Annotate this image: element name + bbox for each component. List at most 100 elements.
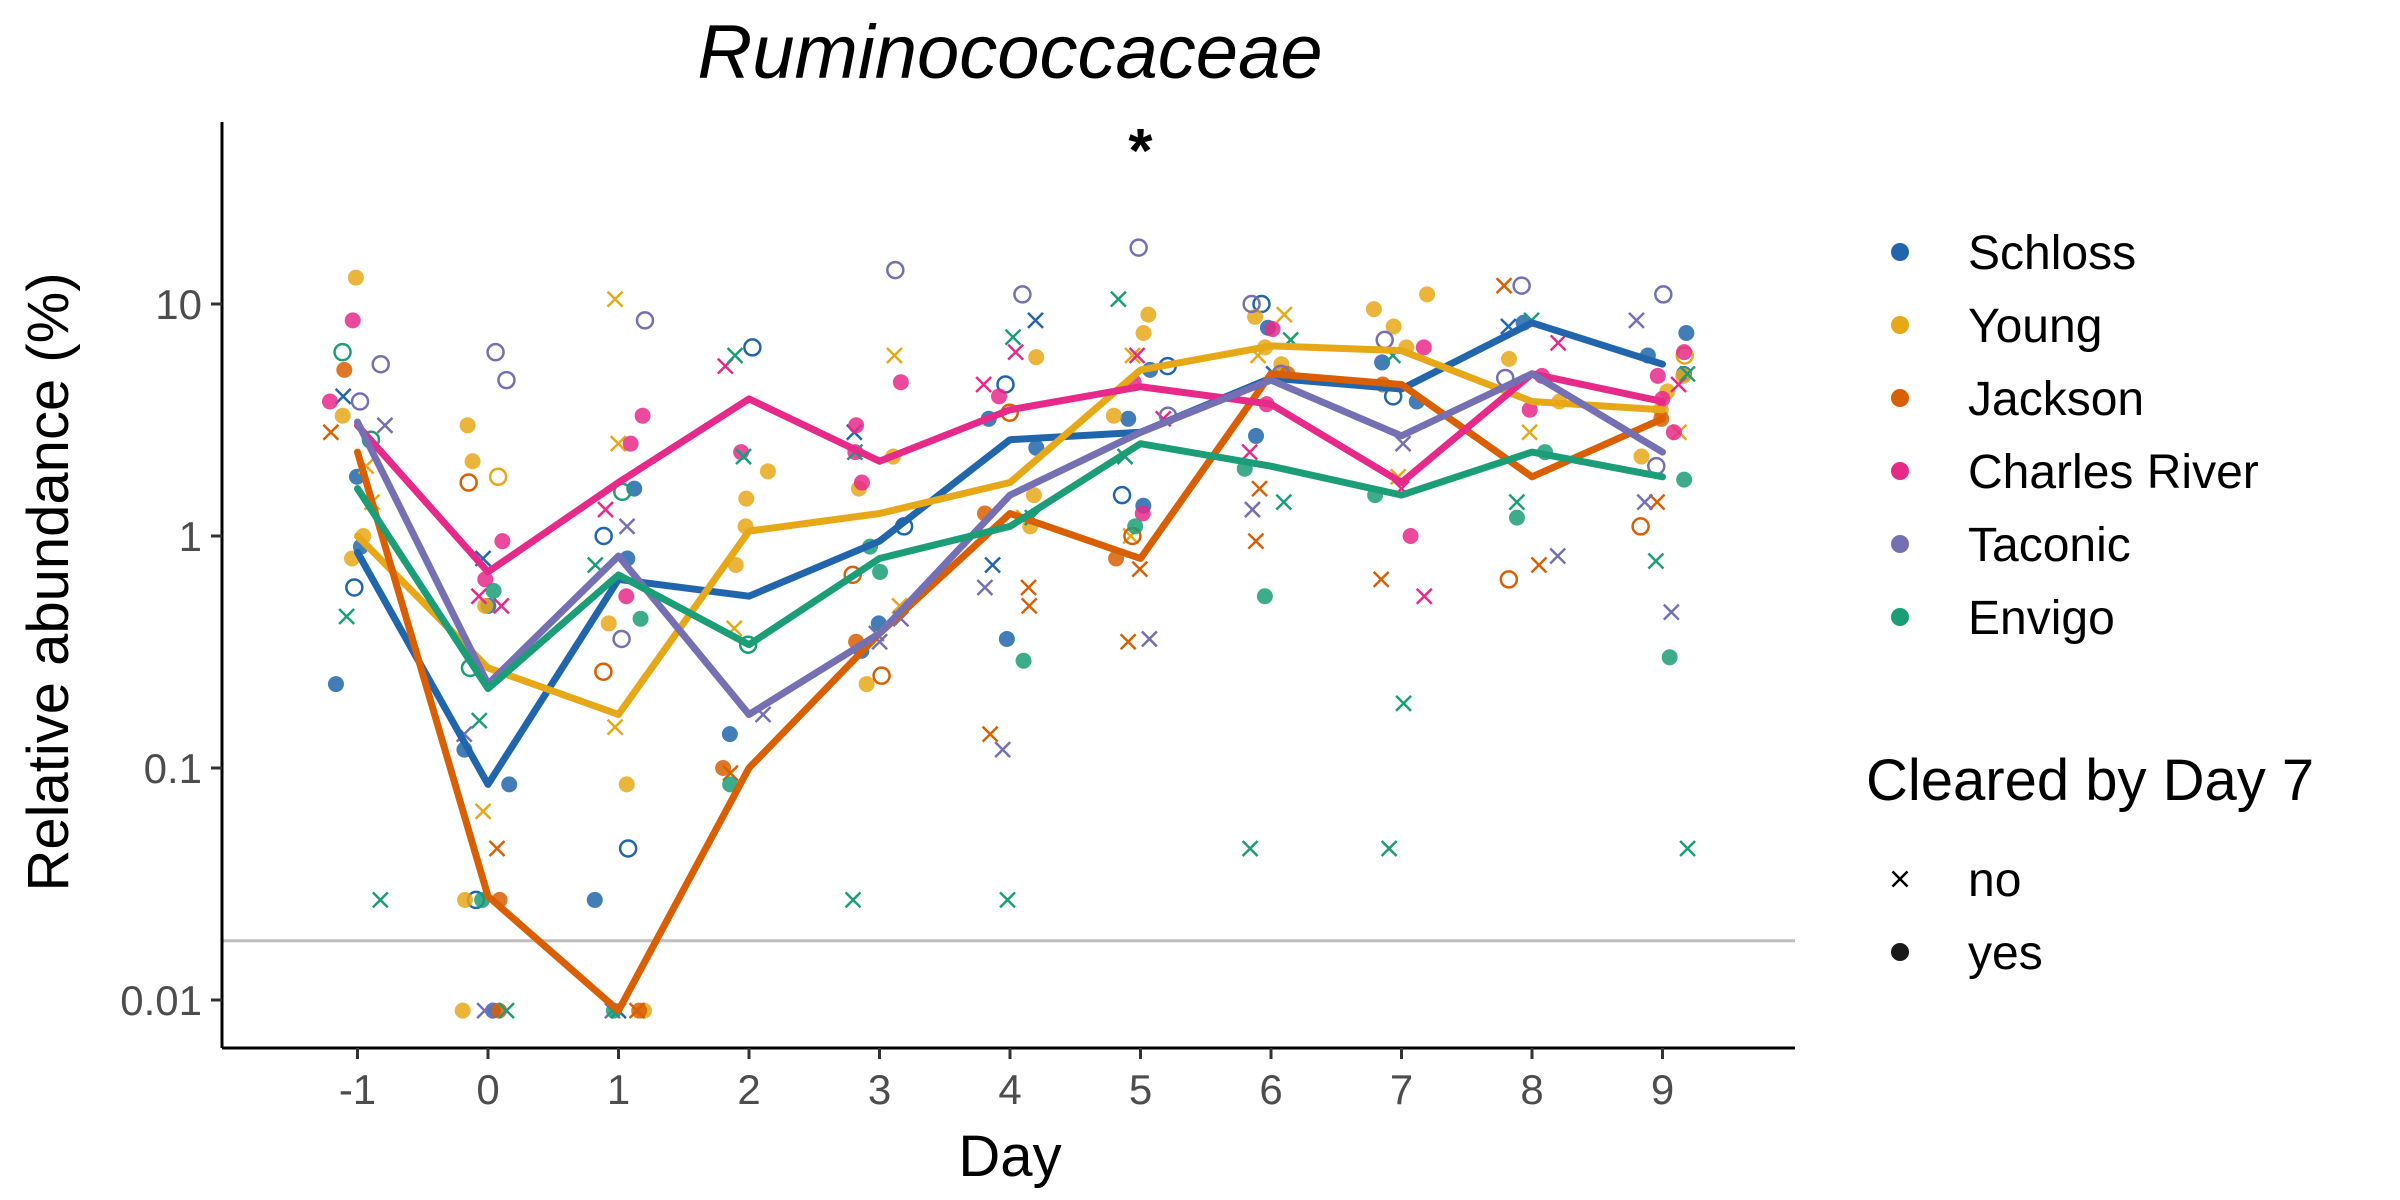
data-point-not-cleared: [470, 712, 488, 730]
data-point-not-cleared: [1247, 532, 1265, 550]
x-tick-label: 3: [868, 1066, 891, 1113]
legend-key-jackson: [1891, 389, 1909, 407]
data-point-not-cleared: [1679, 365, 1696, 383]
data-point-cleared: [1374, 354, 1391, 371]
points-envigo: [333, 290, 1696, 1020]
points-charles-river: [321, 312, 1693, 615]
data-point-cleared: [618, 588, 635, 605]
data-point-cleared: [858, 676, 875, 693]
data-point-not-cleared: [844, 891, 862, 909]
x-tick-label: 6: [1259, 1066, 1282, 1113]
data-point-cleared: [759, 463, 776, 480]
data-point-open: [488, 467, 508, 487]
data-point-cleared: [485, 582, 502, 599]
y-tick-label: 1: [179, 513, 202, 560]
data-point-not-cleared: [1251, 480, 1268, 498]
data-point-open: [743, 338, 762, 357]
data-point-not-cleared: [1128, 347, 1146, 364]
data-point-not-cleared: [1004, 328, 1022, 346]
data-point-not-cleared: [1508, 493, 1526, 511]
series-line-envigo: [354, 440, 1666, 693]
data-point-not-cleared: [1530, 556, 1548, 574]
data-point-cleared: [631, 1002, 648, 1019]
data-point-not-cleared: [1124, 347, 1141, 364]
data-point-open: [872, 666, 891, 685]
x-tick-label: 0: [476, 1066, 499, 1113]
data-point-cleared: [1025, 487, 1042, 504]
data-point-not-cleared: [338, 608, 355, 625]
legend-key-circle: [1891, 943, 1909, 961]
data-point-open: [486, 342, 505, 362]
data-point-cleared: [454, 1002, 471, 1019]
legend-key-cross: [1891, 870, 1909, 888]
data-point-cleared: [848, 417, 865, 434]
plot-area: 0.01 0.1 1 10 -1 0 1 2 3 4 5 6 7 8 9 *: [120, 117, 1795, 1113]
data-point-not-cleared: [1647, 552, 1665, 570]
x-tick-label: 7: [1390, 1066, 1413, 1113]
data-point-cleared: [1256, 588, 1273, 605]
data-point-cleared: [1120, 410, 1137, 427]
data-point-not-cleared: [334, 387, 352, 405]
data-point-not-cleared: [474, 803, 492, 820]
legend-key-schloss: [1891, 243, 1909, 261]
significance-annotation: *: [1128, 117, 1153, 186]
legend: Schloss Young Jackson Charles River Taconic E…: [1866, 227, 2314, 980]
data-point-cleared: [1015, 652, 1032, 669]
data-point-open: [1375, 330, 1394, 350]
y-axis-title: Relative abundance (%): [16, 272, 81, 891]
data-point-cleared: [1675, 367, 1692, 384]
data-point-open: [459, 473, 478, 492]
data-point-not-cleared: [1549, 547, 1567, 565]
legend-label: Charles River: [1968, 446, 2259, 499]
data-point-not-cleared: [1027, 311, 1044, 329]
data-point-open: [497, 370, 516, 390]
data-point-not-cleared: [1636, 493, 1654, 511]
data-point-open: [1252, 294, 1271, 314]
points-taconic: [350, 238, 1680, 1020]
data-point-cleared: [1419, 286, 1436, 303]
data-point-cleared: [1649, 367, 1666, 384]
data-point-cleared: [1678, 324, 1695, 341]
data-point-open: [594, 662, 613, 681]
data-point-not-cleared: [476, 1002, 494, 1020]
data-point-not-cleared: [984, 556, 1001, 574]
data-point-not-cleared: [470, 587, 488, 605]
data-point-not-cleared: [1394, 435, 1412, 453]
data-point-not-cleared: [492, 597, 510, 615]
data-point-not-cleared: [628, 1002, 646, 1020]
data-point-not-cleared: [609, 435, 627, 453]
series-line-young: [354, 342, 1666, 718]
legend-label: Taconic: [1968, 519, 2131, 572]
data-point-open: [738, 635, 758, 654]
x-tick-label: -1: [339, 1066, 376, 1113]
y-tick-label: 10: [155, 281, 202, 328]
series-line-charles-river: [354, 370, 1666, 576]
data-point-open: [350, 392, 370, 411]
data-point-not-cleared: [1119, 633, 1137, 651]
data-point-not-cleared: [1241, 443, 1259, 461]
data-point-not-cleared: [376, 416, 394, 434]
data-point-not-cleared: [606, 290, 624, 308]
data-point-cleared: [336, 361, 353, 378]
legend-label: yes: [1968, 927, 2043, 980]
data-point-not-cleared: [981, 725, 999, 743]
data-point-not-cleared: [1241, 840, 1259, 857]
data-point-cleared: [1402, 528, 1419, 544]
legend-label: Schloss: [1968, 227, 2136, 280]
data-point-not-cleared: [1549, 334, 1567, 352]
data-point-open: [635, 311, 655, 330]
data-point-open: [1013, 285, 1032, 304]
x-tick-label: 2: [737, 1066, 760, 1113]
data-point-open: [1129, 238, 1148, 257]
data-point-not-cleared: [488, 840, 506, 857]
data-point-cleared: [872, 563, 889, 580]
data-point-cleared: [477, 597, 494, 614]
x-tick-label: 9: [1651, 1066, 1674, 1113]
data-point-not-cleared: [1275, 306, 1293, 323]
y-tick-label: 0.01: [120, 977, 202, 1024]
data-point-not-cleared: [1131, 560, 1149, 578]
data-point-not-cleared: [1020, 597, 1038, 615]
data-point-not-cleared: [1109, 290, 1127, 308]
data-point-not-cleared: [975, 376, 993, 393]
